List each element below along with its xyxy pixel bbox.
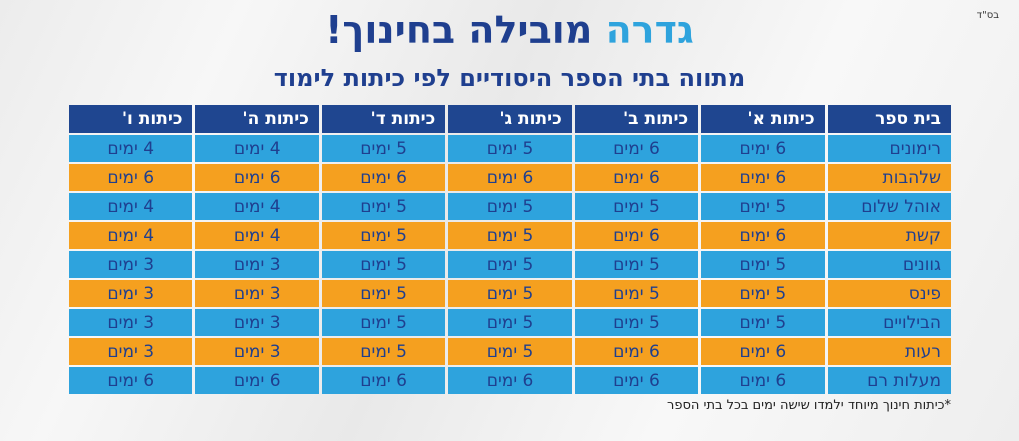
footnote: *כיתות חינוך מיוחד ילמדו שישה ימים בכל ב… [667,398,951,413]
school-name-cell: קשת [827,222,951,249]
days-cell: 3 ימים [69,309,193,336]
days-cell: 6 ימים [701,367,825,394]
table-row: הבילויים 5 ימים 5 ימים 5 ימים 5 ימים 3 ימים 3 … [69,309,951,336]
school-name-cell: שלהבות [827,164,951,191]
school-name-cell: אוהל שלום [827,193,951,220]
days-cell: 5 ימים [321,280,446,307]
days-cell: 5 ימים [448,338,572,365]
days-cell: 6 ימים [701,135,825,162]
days-cell: 5 ימים [701,309,825,336]
header-grade-6: כיתות ו' [69,105,193,133]
days-cell: 3 ימים [69,251,193,278]
table-header-row: בית ספר כיתות א' כיתות ב' כיתות ג' כיתות ד' כ… [69,105,951,133]
title-city: גדרה [605,8,694,52]
days-cell: 4 ימים [69,135,193,162]
days-cell: 4 ימים [195,222,319,249]
days-cell: 6 ימים [69,164,193,191]
days-cell: 5 ימים [448,280,572,307]
days-cell: 5 ימים [321,193,446,220]
page-subtitle: מתווה בתי הספר היסודיים לפי כיתות לימוד [273,64,746,92]
schedule-table: בית ספר כיתות א' כיתות ב' כיתות ג' כיתות ד' כ… [66,103,954,396]
days-cell: 3 ימים [69,338,193,365]
table-row: מעלות רם 6 ימים 6 ימים 6 ימים 6 ימים 6 ימים 6 … [69,367,951,394]
title-rest: מובילה בחינוך! [325,8,593,52]
days-cell: 4 ימים [69,193,193,220]
days-cell: 5 ימים [574,193,699,220]
days-cell: 6 ימים [448,164,572,191]
bsd-mark: בס"ד [976,10,999,21]
days-cell: 5 ימים [321,338,446,365]
days-cell: 5 ימים [574,309,699,336]
days-cell: 6 ימים [574,135,699,162]
days-cell: 6 ימים [701,338,825,365]
days-cell: 6 ימים [701,164,825,191]
table-row: שלהבות 6 ימים 6 ימים 6 ימים 6 ימים 6 ימים 6 ימ… [69,164,951,191]
days-cell: 5 ימים [701,280,825,307]
days-cell: 6 ימים [195,164,319,191]
page-title: גדרה מובילה בחינוך! [0,6,1019,54]
days-cell: 4 ימים [195,193,319,220]
days-cell: 4 ימים [69,222,193,249]
table-row: אוהל שלום 5 ימים 5 ימים 5 ימים 5 ימים 4 ימים 4… [69,193,951,220]
days-cell: 6 ימים [574,338,699,365]
days-cell: 5 ימים [448,135,572,162]
days-cell: 5 ימים [448,251,572,278]
school-name-cell: פינס [827,280,951,307]
days-cell: 6 ימים [321,367,446,394]
days-cell: 5 ימים [701,251,825,278]
school-name-cell: רימונים [827,135,951,162]
header-grade-1: כיתות א' [701,105,825,133]
days-cell: 5 ימים [701,193,825,220]
days-cell: 5 ימים [448,309,572,336]
header-grade-3: כיתות ג' [448,105,572,133]
days-cell: 6 ימים [69,367,193,394]
days-cell: 6 ימים [574,367,699,394]
days-cell: 3 ימים [195,309,319,336]
days-cell: 3 ימים [195,251,319,278]
header-grade-5: כיתות ה' [195,105,319,133]
days-cell: 6 ימים [195,367,319,394]
school-name-cell: הבילויים [827,309,951,336]
table-body: רימונים 6 ימים 6 ימים 5 ימים 5 ימים 4 ימים 4 י… [69,135,951,394]
days-cell: 6 ימים [448,367,572,394]
header-school: בית ספר [827,105,951,133]
header-grade-2: כיתות ב' [574,105,699,133]
days-cell: 6 ימים [321,164,446,191]
header-grade-4: כיתות ד' [321,105,446,133]
days-cell: 5 ימים [321,222,446,249]
table-row: קשת 6 ימים 6 ימים 5 ימים 5 ימים 4 ימים 4 ימים [69,222,951,249]
days-cell: 3 ימים [69,280,193,307]
days-cell: 3 ימים [195,280,319,307]
days-cell: 3 ימים [195,338,319,365]
days-cell: 5 ימים [448,193,572,220]
days-cell: 6 ימים [701,222,825,249]
table-row: פינס 5 ימים 5 ימים 5 ימים 5 ימים 3 ימים 3 ימים [69,280,951,307]
days-cell: 6 ימים [574,222,699,249]
school-name-cell: גוונים [827,251,951,278]
table-row: גוונים 5 ימים 5 ימים 5 ימים 5 ימים 3 ימים 3 ימ… [69,251,951,278]
days-cell: 5 ימים [321,309,446,336]
school-name-cell: מעלות רם [827,367,951,394]
table-row: רעות 6 ימים 6 ימים 5 ימים 5 ימים 3 ימים 3 ימים [69,338,951,365]
days-cell: 5 ימים [448,222,572,249]
table-row: רימונים 6 ימים 6 ימים 5 ימים 5 ימים 4 ימים 4 י… [69,135,951,162]
school-name-cell: רעות [827,338,951,365]
days-cell: 6 ימים [574,164,699,191]
days-cell: 5 ימים [574,280,699,307]
days-cell: 5 ימים [321,135,446,162]
days-cell: 4 ימים [195,135,319,162]
days-cell: 5 ימים [321,251,446,278]
days-cell: 5 ימים [574,251,699,278]
